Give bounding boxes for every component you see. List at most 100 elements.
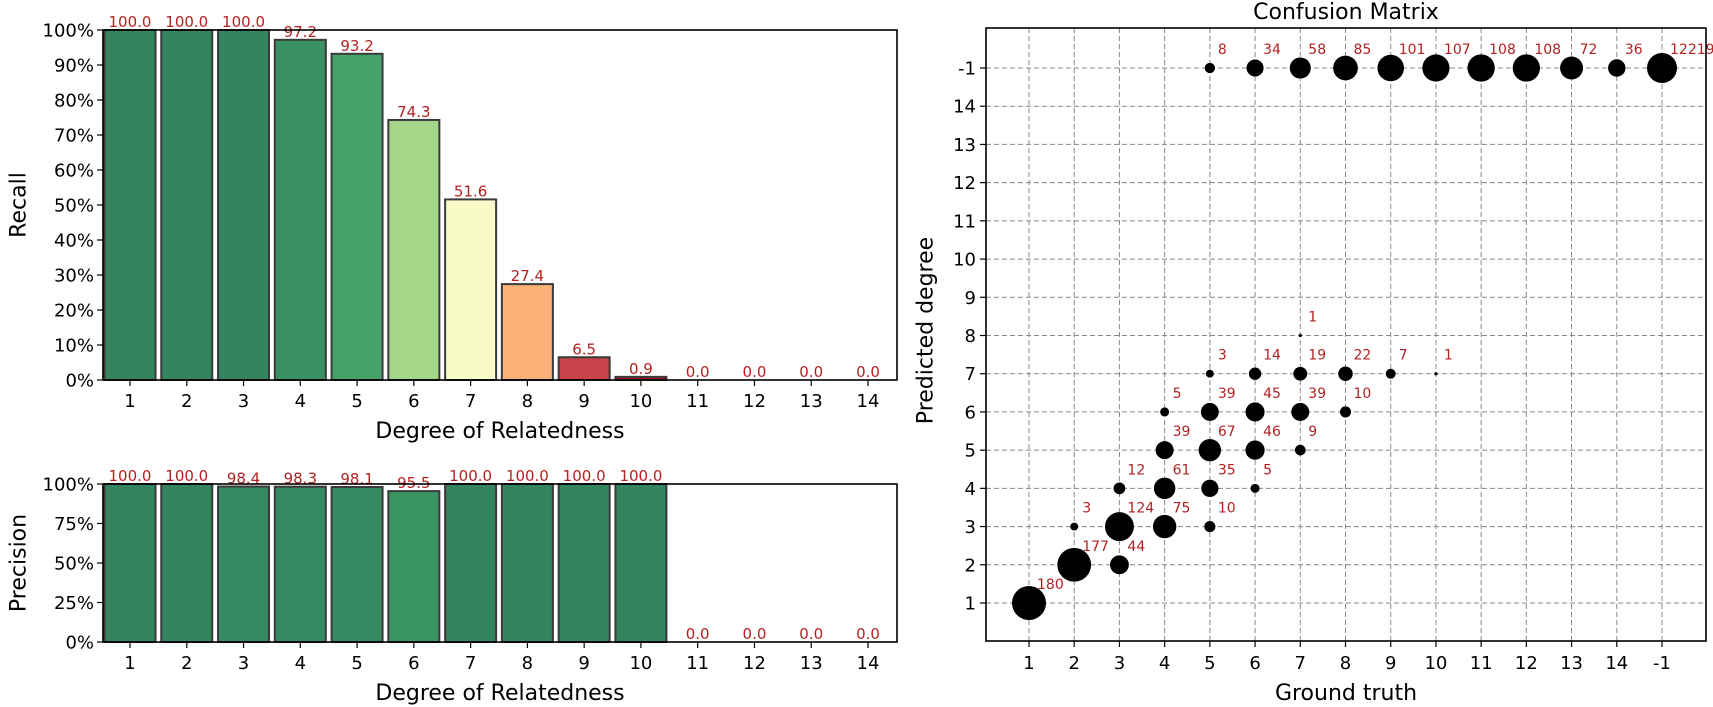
y-tick-label: 90% (54, 56, 94, 77)
bubble-count-label: 10 (1354, 386, 1372, 402)
bar-value-label: 98.3 (284, 470, 317, 488)
y-tick-label: 50% (54, 196, 94, 217)
bubble (1153, 477, 1176, 500)
bar-value-label: 0.0 (799, 625, 823, 643)
x-tick-label: 7 (465, 391, 476, 412)
bar-value-label: 100.0 (449, 467, 492, 485)
y-tick-label: 50% (54, 554, 94, 575)
bar (217, 485, 271, 644)
bar-value-label: 0.0 (856, 363, 880, 381)
y-tick-label: 100% (43, 475, 94, 496)
bubble-count-label: 8 (1218, 42, 1227, 58)
x-tick-label: -1 (1653, 653, 1671, 674)
bubble-count-label: 75 (1173, 501, 1191, 517)
bubble (1294, 444, 1306, 456)
x-tick-label: 4 (295, 653, 306, 674)
x-tick-label: 14 (1605, 653, 1628, 674)
bar-value-label: 98.1 (340, 470, 373, 488)
x-tick-label: 12 (743, 391, 766, 412)
y-tick-label: 0% (65, 633, 94, 654)
y-tick-label: 30% (54, 266, 94, 287)
x-tick-label: 1 (1023, 653, 1034, 674)
y-axis-title: Predicted degree (914, 237, 939, 424)
y-tick-label: 2 (965, 555, 976, 576)
bubble (1245, 402, 1265, 422)
y-tick-label: 70% (54, 126, 94, 147)
x-tick-label: 8 (1340, 653, 1351, 674)
precision-chart: 100.01100.0298.4398.3498.1595.56100.0710… (7, 467, 898, 706)
x-tick-label: 5 (1204, 653, 1215, 674)
bubble-count-label: 67 (1218, 424, 1236, 440)
bar (387, 490, 441, 643)
bubble (1205, 369, 1214, 378)
bubble-count-label: 1 (1444, 348, 1453, 364)
bubble-count-label: 46 (1263, 424, 1281, 440)
bar (500, 483, 554, 643)
bubble (1057, 547, 1092, 582)
bar-value-label: 0.0 (743, 625, 767, 643)
bar-value-label: 6.5 (572, 340, 596, 358)
bubble (1104, 512, 1134, 542)
x-tick-label: 12 (1515, 653, 1538, 674)
x-tick-label: 10 (1424, 653, 1447, 674)
bar (160, 29, 214, 381)
axes-frame (985, 27, 1707, 642)
x-tick-label: 5 (351, 653, 362, 674)
y-tick-label: 25% (54, 593, 94, 614)
bubble (1070, 522, 1079, 531)
bubble-count-label: 12 (1127, 462, 1145, 478)
bubble-count-label: 36 (1625, 42, 1643, 58)
bubble (1246, 59, 1264, 77)
bar-value-label: 0.0 (686, 625, 710, 643)
bar-value-label: 100.0 (563, 467, 606, 485)
bubble (1377, 54, 1404, 82)
x-tick-label: 5 (351, 391, 362, 412)
y-axis-title: Precision (7, 514, 32, 612)
x-tick-label: 8 (522, 653, 533, 674)
bar-value-label: 100.0 (506, 467, 549, 485)
chart-title: Confusion Matrix (1253, 0, 1439, 25)
y-tick-label: 5 (965, 441, 976, 462)
bubble (1204, 521, 1216, 533)
bubble (1608, 59, 1626, 77)
x-tick-label: 11 (686, 653, 709, 674)
x-tick-label: 4 (295, 391, 306, 412)
bar-value-label: 98.4 (227, 470, 260, 488)
x-tick-label: 2 (181, 391, 192, 412)
x-tick-label: 9 (1385, 653, 1396, 674)
x-axis-title: Degree of Relatedness (375, 419, 624, 444)
bubble-count-label: 39 (1173, 424, 1191, 440)
bubble (1250, 483, 1260, 493)
x-tick-label: 13 (1560, 653, 1583, 674)
x-tick-label: 6 (408, 391, 419, 412)
x-tick-label: 9 (578, 391, 589, 412)
y-tick-label: 4 (965, 479, 976, 500)
y-tick-label: 3 (965, 517, 976, 538)
x-tick-label: 10 (629, 391, 652, 412)
bubble-count-label: 45 (1263, 386, 1281, 402)
bar-value-label: 95.5 (397, 474, 430, 492)
bubble-count-label: 108 (1534, 42, 1561, 58)
bubble (1198, 438, 1222, 462)
bubble-count-label: 107 (1444, 42, 1471, 58)
bar-value-label: 100.0 (619, 467, 662, 485)
bar (330, 486, 384, 644)
bar (557, 356, 611, 381)
bubble-count-label: 9 (1308, 424, 1317, 440)
y-tick-label: 75% (54, 514, 94, 535)
bubble-count-label: 108 (1489, 42, 1516, 58)
bar (273, 38, 327, 382)
recall-chart: 100.01100.02100.0397.2493.2574.3651.6727… (7, 13, 898, 444)
bar-value-label: 0.0 (856, 625, 880, 643)
y-tick-label: 7 (965, 364, 976, 385)
bubble (1204, 62, 1216, 74)
bubble-count-label: 44 (1127, 539, 1145, 555)
bubble (1333, 55, 1358, 81)
bubble (1512, 54, 1540, 82)
bubble (1385, 368, 1396, 379)
bubble (1647, 53, 1677, 83)
axes-frame (102, 483, 898, 643)
bubble-count-label: 5 (1173, 386, 1182, 402)
bubble (1245, 440, 1265, 460)
bubble-count-label: 7 (1399, 348, 1408, 364)
